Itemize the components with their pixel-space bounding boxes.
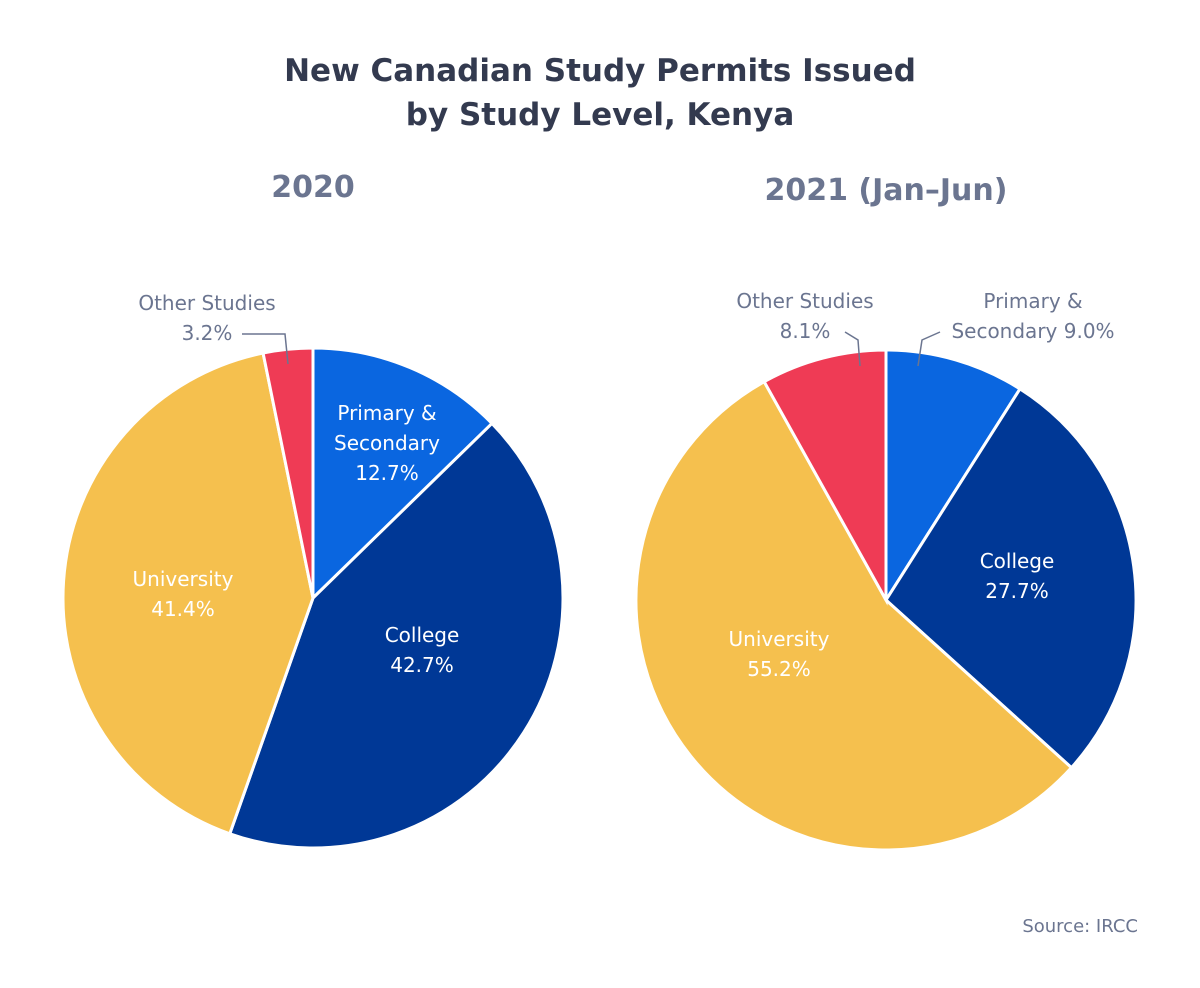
leader-line bbox=[844, 331, 861, 367]
category-label: University bbox=[728, 627, 830, 651]
pie-title: 2020 bbox=[271, 170, 355, 205]
pie-slice bbox=[762, 348, 888, 606]
source: Source: IRCC bbox=[1022, 916, 1138, 937]
chart-title: New Canadian Study Permits Issued bbox=[284, 53, 916, 89]
value-label: 55.2% bbox=[747, 657, 811, 681]
pie-slice bbox=[634, 379, 1074, 852]
category-label: College bbox=[979, 549, 1055, 573]
pie-slice bbox=[227, 421, 565, 850]
value-label: 9.0% bbox=[1063, 319, 1115, 343]
slice-label: College 27.7% bbox=[942, 546, 1092, 606]
pie-slice bbox=[884, 348, 1023, 606]
slice-label: Other Studies 3.2% bbox=[117, 288, 297, 348]
slice-label: Other Studies 8.1% bbox=[715, 286, 895, 346]
slice-label: College 42.7% bbox=[347, 620, 497, 680]
category-label: Other Studies bbox=[138, 291, 276, 315]
pie-title: 2021 (Jan–Jun) bbox=[764, 173, 1007, 208]
slice-label: University 55.2% bbox=[704, 624, 854, 684]
leader-line bbox=[917, 331, 941, 367]
value-label: 42.7% bbox=[390, 653, 454, 677]
category-label: Other Studies bbox=[736, 289, 874, 313]
chart-title: by Study Level, Kenya bbox=[406, 97, 795, 133]
value-label: 27.7% bbox=[985, 579, 1049, 603]
value-label: 12.7% bbox=[355, 461, 419, 485]
pie-slice bbox=[261, 346, 315, 599]
value-label: 8.1% bbox=[779, 319, 831, 343]
category-label: Primary & Secondary bbox=[334, 401, 440, 455]
category-label: Primary & Secondary bbox=[951, 289, 1083, 343]
slice-label: Primary & Secondary 9.0% bbox=[928, 286, 1138, 346]
value-label: 3.2% bbox=[181, 321, 233, 345]
category-label: University bbox=[132, 567, 234, 591]
pie-slice bbox=[884, 386, 1138, 770]
pie-slice bbox=[61, 351, 315, 836]
slice-label: Primary & Secondary 12.7% bbox=[312, 398, 462, 488]
pie-slice bbox=[311, 346, 495, 602]
slice-label: University 41.4% bbox=[108, 564, 258, 624]
value-label: 41.4% bbox=[151, 597, 215, 621]
category-label: College bbox=[384, 623, 460, 647]
leader-line bbox=[242, 333, 289, 365]
